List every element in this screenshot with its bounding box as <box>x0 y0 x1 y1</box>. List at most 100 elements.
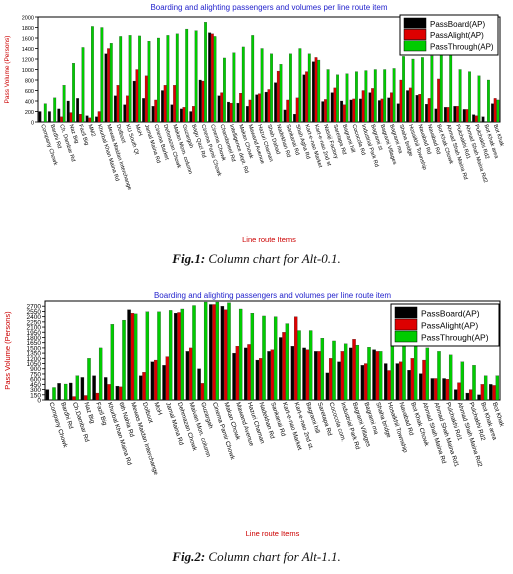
legend-label: PassThrough(AP) <box>430 43 494 52</box>
y-tick-label: 2700 <box>27 304 42 311</box>
bar-PassThrough(AP) <box>439 54 443 123</box>
bar-PassAlight(AP) <box>270 349 275 401</box>
bar-PassThrough(AP) <box>392 68 396 123</box>
bar-PassBoard(AP) <box>360 365 365 401</box>
bar-PassBoard(AP) <box>113 95 117 123</box>
bar-PassThrough(AP) <box>145 311 150 401</box>
bar-PassAlight(AP) <box>212 304 216 401</box>
bar-PassThrough(AP) <box>147 41 151 123</box>
chart-title: Boarding and alighting passengers and vo… <box>150 3 387 12</box>
bar-PassBoard(AP) <box>104 53 108 123</box>
y-tick-label: 300 <box>30 387 41 394</box>
bar-PassThrough(AP) <box>203 301 208 401</box>
bar-PassThrough(AP) <box>367 347 371 401</box>
bar-PassAlight(AP) <box>118 386 123 401</box>
bar-PassBoard(AP) <box>415 95 419 123</box>
bar-PassAlight(AP) <box>340 351 345 401</box>
y-tick-label: 0 <box>31 121 34 127</box>
bar-PassAlight(AP) <box>72 396 76 401</box>
bar-PassThrough(AP) <box>402 56 405 123</box>
bar-PassAlight(AP) <box>223 309 228 401</box>
bar-PassBoard(AP) <box>293 114 296 123</box>
bar-PassBoard(AP) <box>255 359 260 401</box>
bar-PassBoard(AP) <box>162 365 166 401</box>
bar-PassAlight(AP) <box>142 372 146 401</box>
bar-PassThrough(AP) <box>270 53 273 123</box>
bar-PassBoard(AP) <box>477 394 481 401</box>
figure-label-1: Fig.1: <box>172 251 206 266</box>
legend-swatch <box>394 330 418 343</box>
bar-PassBoard(AP) <box>38 111 42 123</box>
bar-PassAlight(AP) <box>286 99 290 123</box>
legend-swatch <box>403 17 427 29</box>
bar-PassThrough(AP) <box>75 375 80 401</box>
bar-PassAlight(AP) <box>192 106 195 123</box>
legend-label: PassAlight(AP) <box>421 321 478 331</box>
bar-PassThrough(AP) <box>477 75 481 123</box>
bar-PassAlight(AP) <box>144 75 148 123</box>
bar-PassBoard(AP) <box>325 372 330 401</box>
bar-PassThrough(AP) <box>411 58 415 123</box>
bar-PassAlight(AP) <box>352 98 356 123</box>
bar-PassBoard(AP) <box>274 82 278 123</box>
bar-PassThrough(AP) <box>308 330 313 401</box>
bar-PassThrough(AP) <box>343 343 348 401</box>
bar-PassThrough(AP) <box>297 330 301 401</box>
bar-PassBoard(AP) <box>232 352 236 401</box>
bar-PassAlight(AP) <box>305 71 309 123</box>
bar-PassAlight(AP) <box>293 316 298 401</box>
figure-label-2: Fig.2: <box>172 549 206 564</box>
bar-PassBoard(AP) <box>279 337 283 401</box>
bar-PassBoard(AP) <box>491 103 494 123</box>
bar-PassBoard(AP) <box>161 90 164 123</box>
y-tick-label: 1500 <box>27 345 42 352</box>
bar-PassThrough(AP) <box>43 103 47 123</box>
x-tick-label: MM2 <box>86 124 96 138</box>
bar-PassBoard(AP) <box>419 373 423 401</box>
bar-PassAlight(AP) <box>375 351 380 401</box>
bar-PassBoard(AP) <box>321 101 325 123</box>
bar-PassBoard(AP) <box>142 98 146 123</box>
bar-PassAlight(AP) <box>107 384 111 401</box>
bar-PassAlight(AP) <box>88 117 92 123</box>
bar-PassBoard(AP) <box>349 99 353 123</box>
bar-PassAlight(AP) <box>116 85 120 123</box>
bar-PassAlight(AP) <box>247 344 251 401</box>
bar-PassBoard(AP) <box>227 101 230 123</box>
legend-swatch <box>403 40 427 52</box>
bar-PassAlight(AP) <box>317 351 321 401</box>
bar-PassThrough(AP) <box>194 30 198 123</box>
bar-PassAlight(AP) <box>433 378 438 401</box>
bar-PassThrough(AP) <box>449 48 453 123</box>
bar-PassAlight(AP) <box>95 392 100 401</box>
y-tick-label: 450 <box>30 382 41 389</box>
bar-PassThrough(AP) <box>326 69 330 123</box>
bar-PassThrough(AP) <box>289 53 292 123</box>
bar-PassThrough(AP) <box>483 375 488 401</box>
bar-PassAlight(AP) <box>387 370 391 401</box>
bar-PassThrough(AP) <box>472 365 476 401</box>
bar-PassThrough(AP) <box>317 59 321 123</box>
bar-PassAlight(AP) <box>83 395 88 401</box>
bar-PassBoard(AP) <box>407 370 411 401</box>
bars <box>38 22 500 123</box>
y-tick-label: 1000 <box>22 68 34 74</box>
bar-PassThrough(AP) <box>100 27 104 123</box>
bar-PassAlight(AP) <box>188 347 193 401</box>
bar-PassThrough(AP) <box>166 35 170 123</box>
bar-PassAlight(AP) <box>154 99 158 123</box>
bar-PassBoard(AP) <box>330 92 334 123</box>
bar-PassThrough(AP) <box>345 73 349 123</box>
bar-PassThrough(AP) <box>91 26 94 123</box>
bar-PassAlight(AP) <box>328 358 333 401</box>
bar-PassBoard(AP) <box>197 368 201 401</box>
bar-PassThrough(AP) <box>425 347 430 401</box>
bar-PassThrough(AP) <box>241 46 245 123</box>
bar-PassBoard(AP) <box>220 306 225 401</box>
y-tick-label: 2000 <box>22 16 34 22</box>
bar-PassBoard(AP) <box>368 92 372 123</box>
bar-PassThrough(AP) <box>52 387 56 401</box>
y-tick-label: 1950 <box>27 330 42 337</box>
y-tick-label: 1800 <box>27 335 42 342</box>
bar-PassBoard(AP) <box>92 375 96 401</box>
